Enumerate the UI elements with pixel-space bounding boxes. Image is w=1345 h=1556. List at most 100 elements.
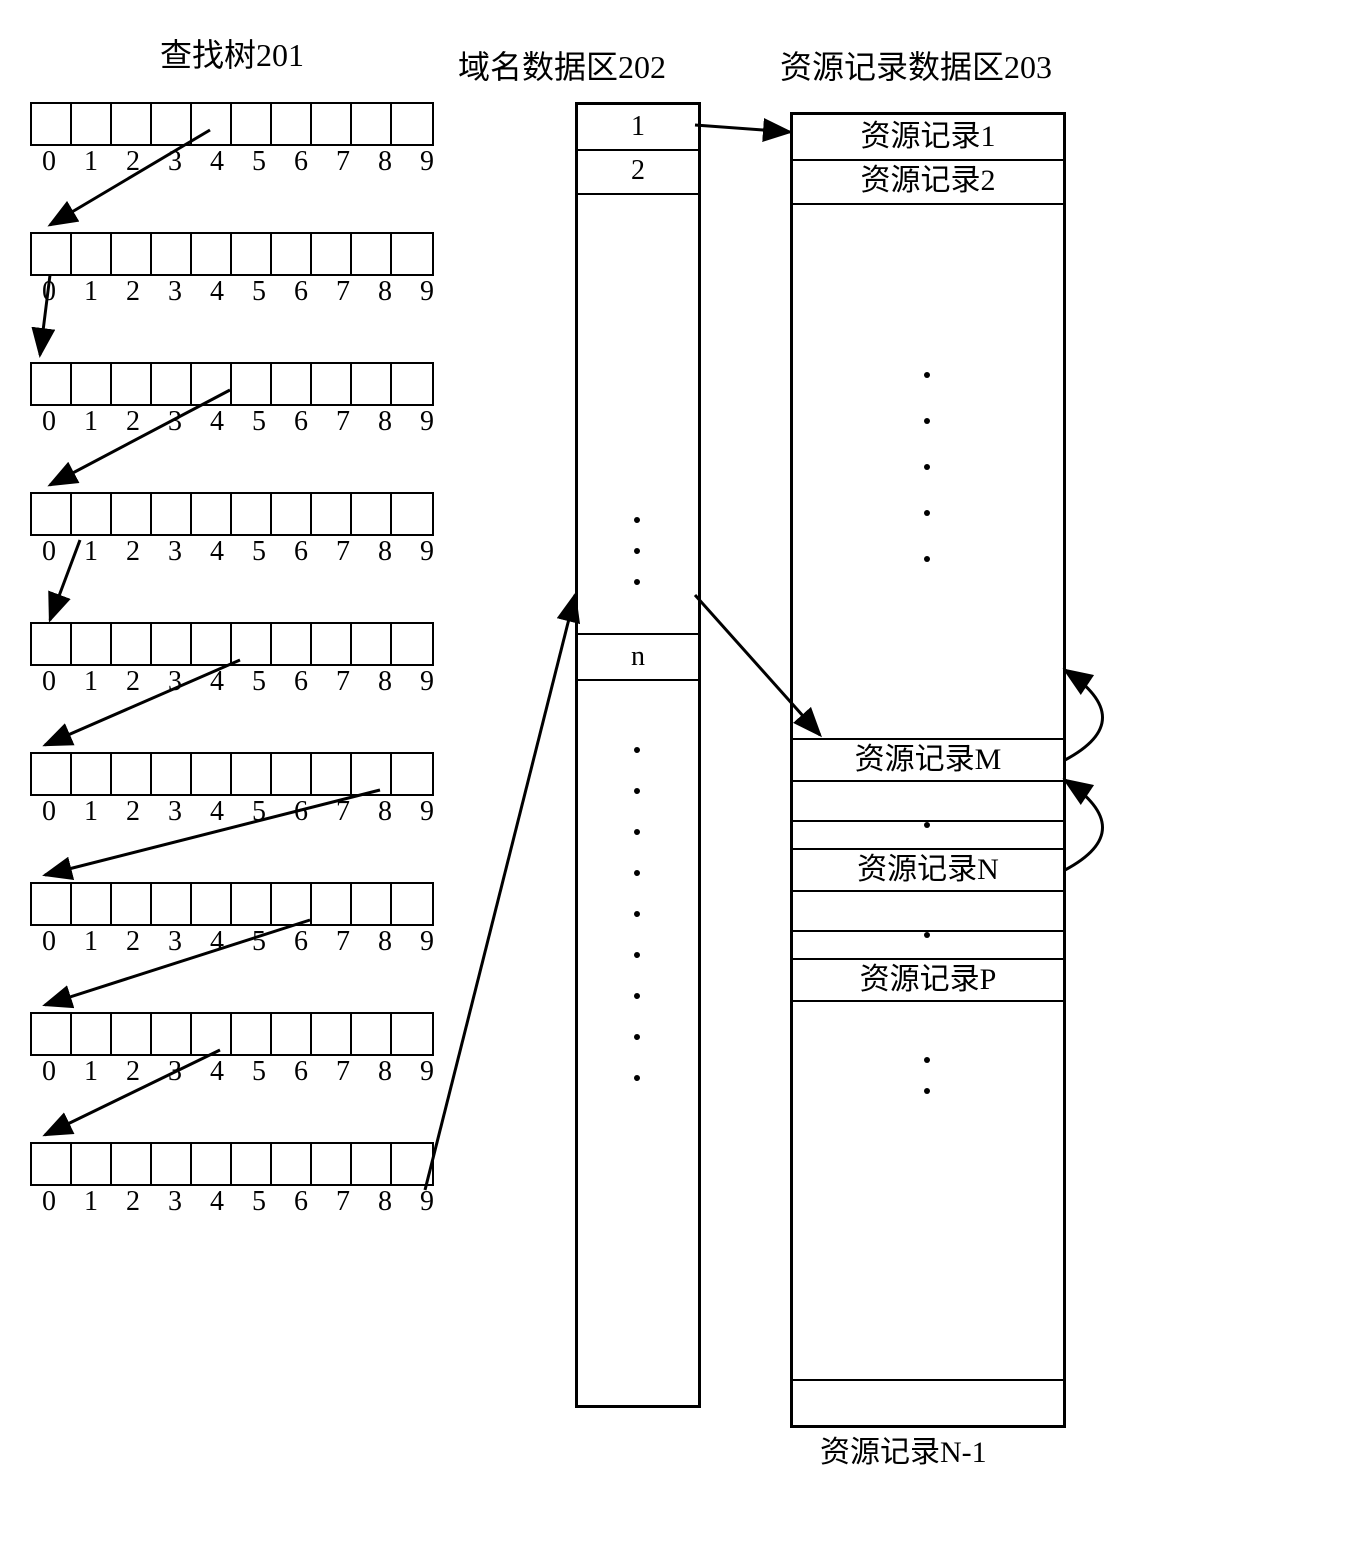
tree-row-labels: 0123456789: [28, 666, 448, 698]
tree-cell: [352, 884, 392, 924]
cell-index-label: 9: [406, 1056, 448, 1088]
cell-index-label: 5: [238, 796, 280, 828]
tree-cell: [72, 494, 112, 534]
tree-cell: [392, 104, 432, 144]
cell-index-label: 5: [238, 536, 280, 568]
tree-row: [30, 232, 434, 276]
cell-index-label: 3: [154, 536, 196, 568]
tree-cell: [272, 624, 312, 664]
tree-cell: [352, 234, 392, 274]
cell-index-label: 4: [196, 276, 238, 308]
cell-index-label: 8: [364, 536, 406, 568]
tree-cell: [232, 1014, 272, 1054]
domain-cell: 1: [578, 105, 698, 151]
tree-cell: [32, 234, 72, 274]
cell-index-label: 7: [322, 146, 364, 178]
cell-index-label: 4: [196, 146, 238, 178]
tree-cell: [32, 624, 72, 664]
cell-index-label: 8: [364, 146, 406, 178]
cell-index-label: 1: [70, 1056, 112, 1088]
ellipsis-dots: [922, 1032, 932, 1119]
tree-cell: [112, 364, 152, 404]
resource-record-cell: 资源记录M: [793, 740, 1063, 782]
tree-cell: [312, 234, 352, 274]
resource-record-cell: 资源记录2: [793, 159, 1063, 205]
cell-index-label: 5: [238, 406, 280, 438]
tree-cell: [312, 104, 352, 144]
tree-cell: [392, 624, 432, 664]
cell-index-label: 7: [322, 1056, 364, 1088]
cell-index-label: 9: [406, 536, 448, 568]
cell-index-label: 4: [196, 406, 238, 438]
tree-cell: [392, 884, 432, 924]
tree-cell: [272, 364, 312, 404]
tree-cell: [32, 364, 72, 404]
cell-index-label: 3: [154, 1056, 196, 1088]
cell-index-label: 8: [364, 666, 406, 698]
tree-cell: [152, 754, 192, 794]
tree-cell: [32, 494, 72, 534]
tree-cell: [312, 754, 352, 794]
divider: [793, 1379, 1063, 1381]
cell-index-label: 4: [196, 926, 238, 958]
tree-cell: [312, 494, 352, 534]
tree-cell: [272, 234, 312, 274]
tree-cell: [232, 884, 272, 924]
tree-cell: [112, 234, 152, 274]
cell-index-label: 1: [70, 406, 112, 438]
cell-index-label: 5: [238, 276, 280, 308]
ellipsis-dots: [632, 712, 642, 1116]
tree-row: [30, 752, 434, 796]
tree-cell: [352, 1014, 392, 1054]
cell-index-label: 1: [70, 1186, 112, 1218]
tree-cell: [312, 884, 352, 924]
tree-cell: [392, 1144, 432, 1184]
cell-index-label: 7: [322, 666, 364, 698]
domain-cell-n: n: [578, 635, 698, 681]
tree-cell: [392, 364, 432, 404]
tree-cell: [272, 494, 312, 534]
tree-cell: [352, 1144, 392, 1184]
tree-cell: [152, 1144, 192, 1184]
cell-index-label: 0: [28, 536, 70, 568]
cell-index-label: 9: [406, 796, 448, 828]
tree-cell: [112, 1144, 152, 1184]
tree-row: [30, 1012, 434, 1056]
tree-cell: [32, 1144, 72, 1184]
cell-index-label: 2: [112, 1056, 154, 1088]
cell-index-label: 7: [322, 276, 364, 308]
tree-cell: [112, 754, 152, 794]
tree-cell: [272, 1144, 312, 1184]
cell-index-label: 3: [154, 666, 196, 698]
cell-index-label: 0: [28, 146, 70, 178]
cell-index-label: 5: [238, 1056, 280, 1088]
cell-index-label: 7: [322, 1186, 364, 1218]
cell-index-label: 3: [154, 146, 196, 178]
cell-index-label: 6: [280, 146, 322, 178]
tree-cell: [152, 884, 192, 924]
tree-cell: [72, 754, 112, 794]
cell-index-label: 0: [28, 1056, 70, 1088]
tree-cell: [392, 1014, 432, 1054]
cell-index-label: 9: [406, 1186, 448, 1218]
cell-index-label: 6: [280, 1056, 322, 1088]
cell-index-label: 1: [70, 926, 112, 958]
ellipsis-dots: [922, 332, 932, 602]
cell-index-label: 0: [28, 406, 70, 438]
cell-index-label: 0: [28, 276, 70, 308]
cell-index-label: 9: [406, 406, 448, 438]
cell-index-label: 2: [112, 146, 154, 178]
domain-cell: 2: [578, 149, 698, 195]
tree-cell: [112, 494, 152, 534]
tree-cell: [32, 754, 72, 794]
tree-cell: [192, 1014, 232, 1054]
cell-index-label: 1: [70, 666, 112, 698]
tree-cell: [192, 104, 232, 144]
cell-index-label: 8: [364, 276, 406, 308]
domain-title: 域名数据区202: [458, 42, 666, 88]
tree-cell: [152, 234, 192, 274]
tree-cell: [352, 754, 392, 794]
resource-record-cell: 资源记录P: [793, 960, 1063, 1002]
cell-index-label: 9: [406, 276, 448, 308]
tree-row-labels: 0123456789: [28, 1056, 448, 1088]
